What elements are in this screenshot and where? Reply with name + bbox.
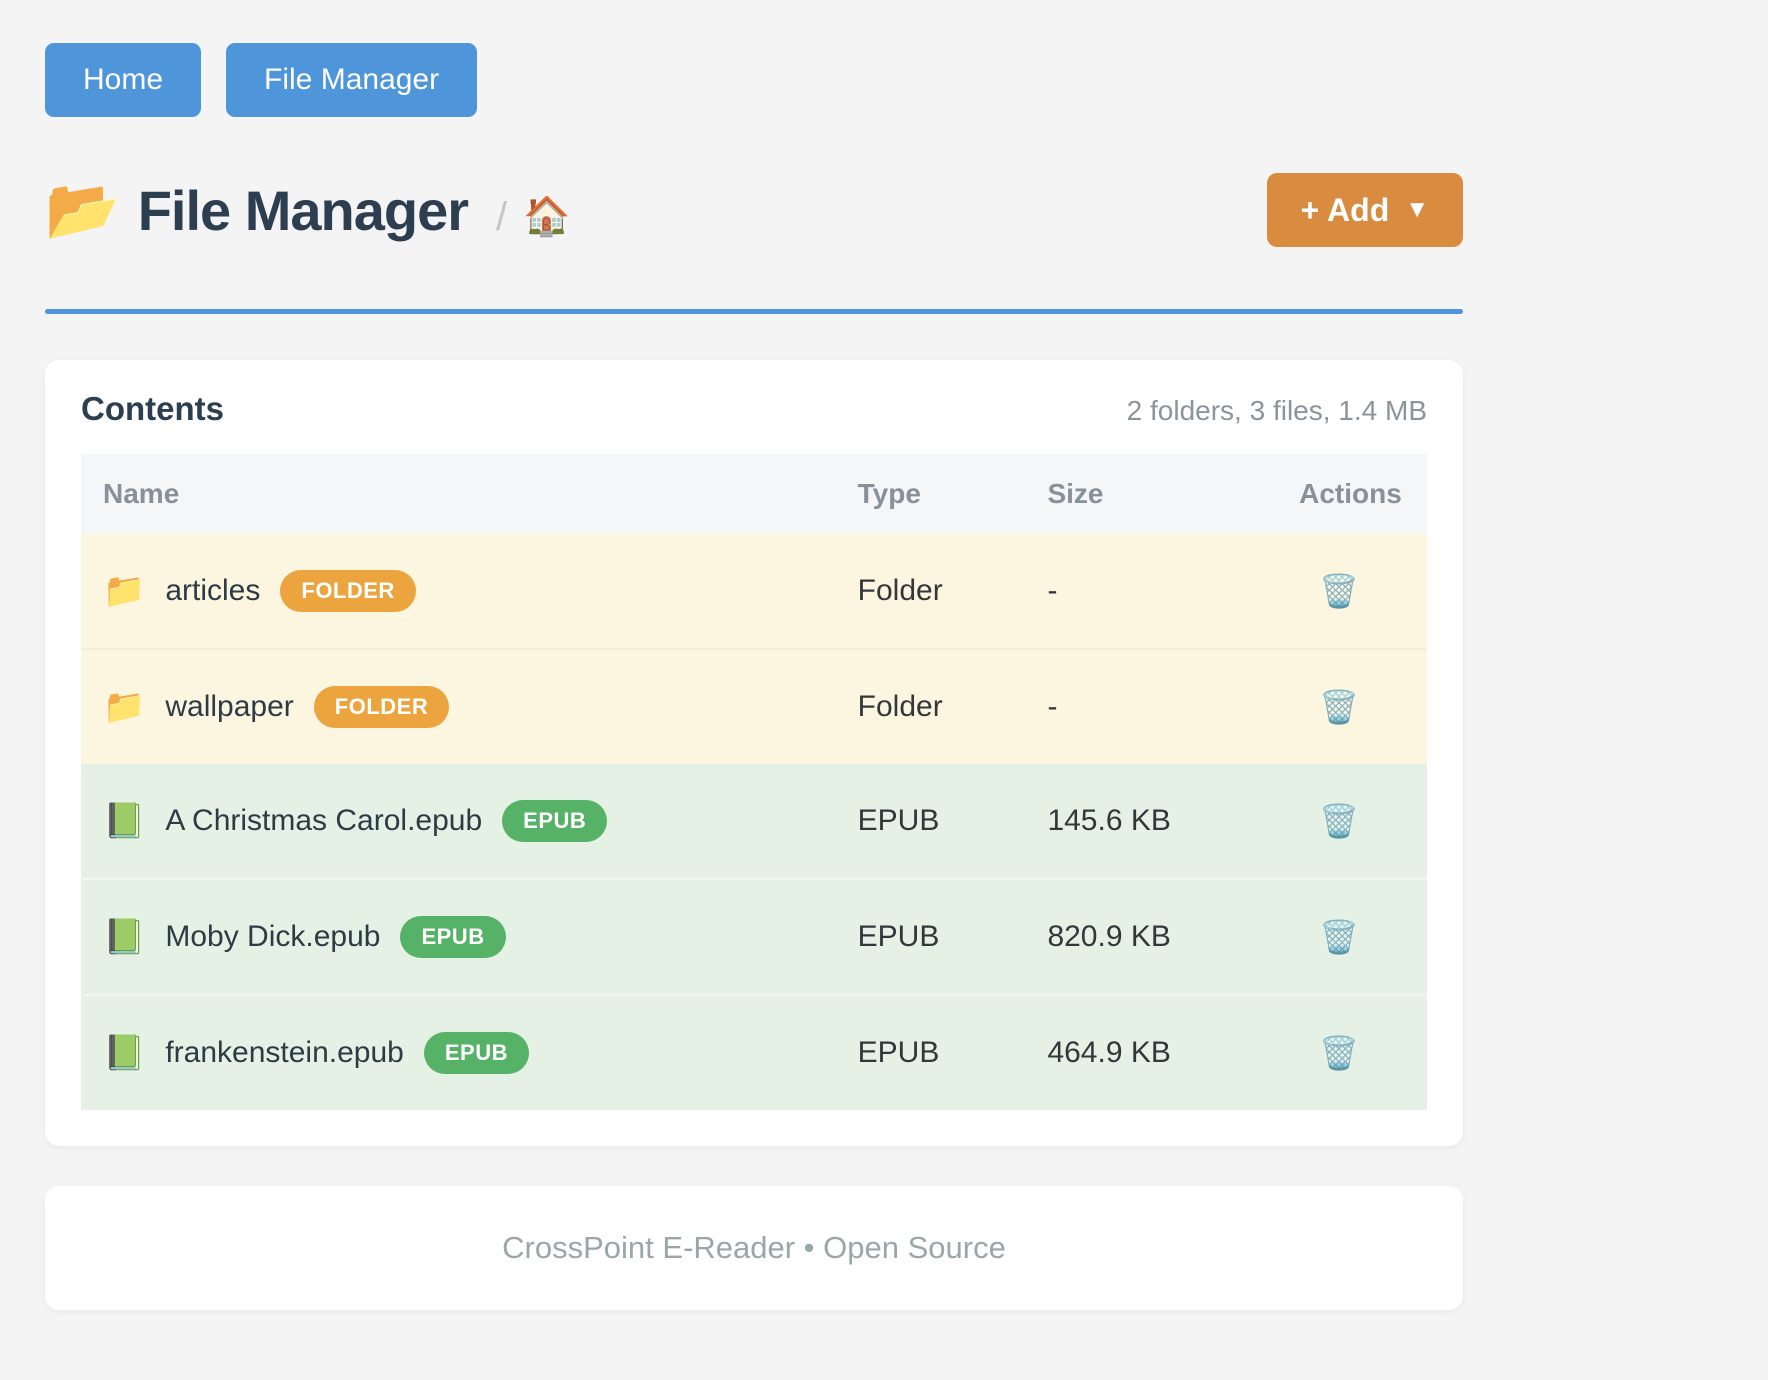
file-name[interactable]: wallpaper bbox=[165, 690, 294, 723]
folder-badge: FOLDER bbox=[313, 686, 450, 728]
name-cell: 📁 articles FOLDER bbox=[81, 534, 858, 649]
actions-cell: 🗑️ bbox=[1299, 995, 1427, 1110]
trash-icon[interactable]: 🗑️ bbox=[1319, 689, 1359, 725]
footer-card: CrossPoint E-Reader • Open Source bbox=[45, 1186, 1463, 1310]
contents-summary: 2 folders, 3 files, 1.4 MB bbox=[1126, 395, 1427, 426]
add-button[interactable]: + Add ▼ bbox=[1266, 173, 1463, 247]
book-icon: 📗 bbox=[103, 918, 146, 956]
size-cell: 145.6 KB bbox=[1047, 804, 1171, 837]
home-icon[interactable]: 🏠 bbox=[523, 196, 571, 238]
chevron-down-icon: ▼ bbox=[1405, 196, 1429, 223]
file-name[interactable]: articles bbox=[165, 574, 261, 607]
footer-text: CrossPoint E-Reader • Open Source bbox=[502, 1230, 1006, 1265]
file-name[interactable]: A Christmas Carol.epub bbox=[165, 804, 483, 837]
title-group: 📂 File Manager / 🏠 bbox=[45, 178, 571, 243]
type-cell: EPUB bbox=[857, 1036, 940, 1069]
size-cell: 464.9 KB bbox=[1047, 1036, 1171, 1069]
type-cell: Folder bbox=[857, 574, 943, 607]
name-cell: 📗 frankenstein.epub EPUB bbox=[81, 995, 858, 1110]
table-row[interactable]: 📁 wallpaper FOLDER Folder - 🗑️ bbox=[81, 649, 1427, 764]
contents-title: Contents bbox=[81, 390, 224, 427]
add-button-label: + Add bbox=[1300, 192, 1390, 228]
actions-cell: 🗑️ bbox=[1299, 879, 1427, 995]
top-nav: Home File Manager bbox=[45, 43, 1463, 117]
size-cell: - bbox=[1047, 690, 1058, 723]
file-manager-button[interactable]: File Manager bbox=[226, 43, 478, 117]
folder-icon: 📁 bbox=[103, 688, 146, 726]
column-header-size: Size bbox=[1047, 454, 1300, 534]
breadcrumb-separator: / bbox=[496, 194, 508, 239]
table-row[interactable]: 📗 frankenstein.epub EPUB EPUB 464.9 KB 🗑… bbox=[81, 995, 1427, 1110]
actions-cell: 🗑️ bbox=[1299, 649, 1427, 764]
table-row[interactable]: 📗 Moby Dick.epub EPUB EPUB 820.9 KB 🗑️ bbox=[81, 879, 1427, 995]
file-table: Name Type Size Actions 📁 articles FOLDER bbox=[81, 454, 1427, 1110]
column-header-name: Name bbox=[81, 454, 858, 534]
trash-icon[interactable]: 🗑️ bbox=[1319, 1035, 1359, 1071]
table-row[interactable]: 📁 articles FOLDER Folder - 🗑️ bbox=[81, 534, 1427, 649]
file-name[interactable]: frankenstein.epub bbox=[165, 1036, 404, 1069]
table-row[interactable]: 📗 A Christmas Carol.epub EPUB EPUB 145.6… bbox=[81, 764, 1427, 879]
size-cell: 820.9 KB bbox=[1047, 920, 1171, 953]
size-cell: - bbox=[1047, 574, 1058, 607]
epub-badge: EPUB bbox=[502, 800, 608, 842]
trash-icon[interactable]: 🗑️ bbox=[1319, 919, 1359, 955]
trash-icon[interactable]: 🗑️ bbox=[1319, 803, 1359, 839]
page: Home File Manager 📂 File Manager / 🏠 + A… bbox=[45, 43, 1463, 1310]
folder-icon: 📂 bbox=[45, 176, 120, 243]
actions-cell: 🗑️ bbox=[1299, 534, 1427, 649]
folder-badge: FOLDER bbox=[280, 570, 416, 612]
epub-badge: EPUB bbox=[400, 916, 506, 958]
home-button[interactable]: Home bbox=[45, 43, 202, 117]
type-cell: EPUB bbox=[857, 804, 940, 837]
page-title: File Manager bbox=[137, 178, 469, 242]
folder-icon: 📁 bbox=[103, 572, 146, 610]
type-cell: EPUB bbox=[857, 920, 940, 953]
book-icon: 📗 bbox=[103, 1034, 146, 1072]
trash-icon[interactable]: 🗑️ bbox=[1319, 573, 1359, 609]
file-name[interactable]: Moby Dick.epub bbox=[165, 920, 381, 953]
card-header: Contents 2 folders, 3 files, 1.4 MB bbox=[81, 390, 1427, 428]
name-cell: 📗 Moby Dick.epub EPUB bbox=[81, 879, 858, 995]
epub-badge: EPUB bbox=[423, 1032, 529, 1074]
header-divider bbox=[45, 309, 1463, 314]
book-icon: 📗 bbox=[103, 802, 146, 840]
actions-cell: 🗑️ bbox=[1299, 764, 1427, 879]
column-header-type: Type bbox=[857, 454, 1048, 534]
name-cell: 📁 wallpaper FOLDER bbox=[81, 649, 858, 764]
page-header: 📂 File Manager / 🏠 + Add ▼ bbox=[45, 173, 1463, 247]
content-container: Home File Manager 📂 File Manager / 🏠 + A… bbox=[45, 43, 1463, 1310]
name-cell: 📗 A Christmas Carol.epub EPUB bbox=[81, 764, 858, 879]
contents-card: Contents 2 folders, 3 files, 1.4 MB Name… bbox=[45, 360, 1463, 1146]
type-cell: Folder bbox=[857, 690, 943, 723]
table-header-row: Name Type Size Actions bbox=[81, 454, 1427, 534]
breadcrumb: / 🏠 bbox=[496, 195, 570, 240]
column-header-actions: Actions bbox=[1299, 454, 1427, 534]
